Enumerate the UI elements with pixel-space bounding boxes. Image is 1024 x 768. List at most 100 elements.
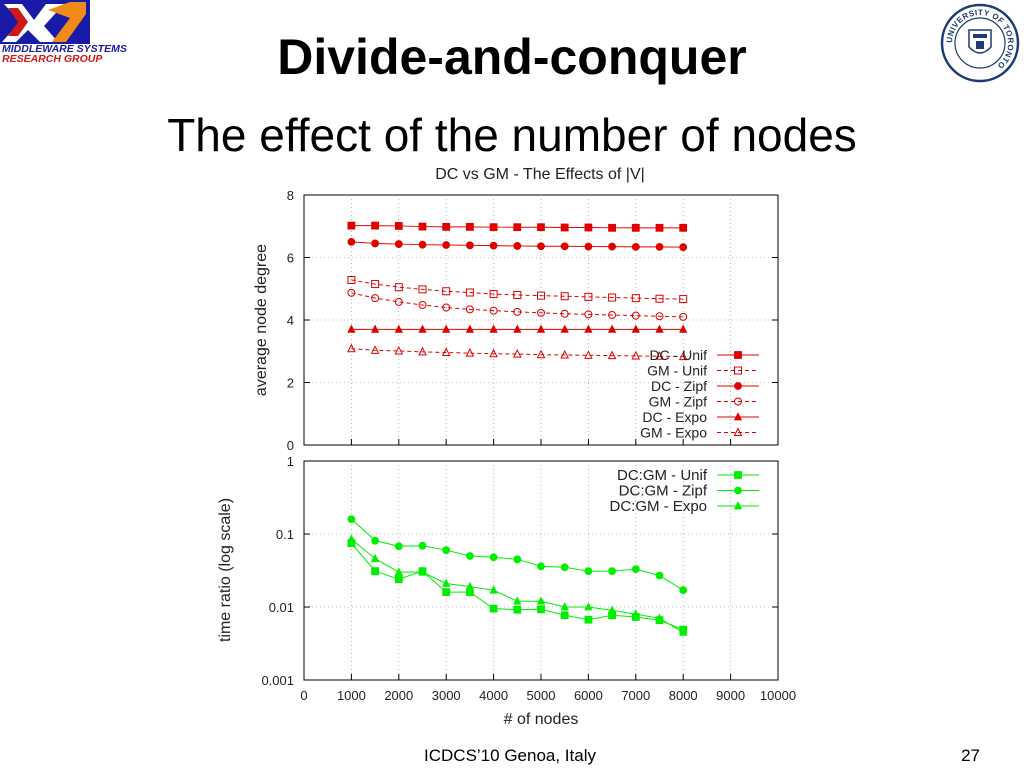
top-data-point	[347, 276, 356, 284]
top-legend-label: DC - Unif	[649, 347, 707, 363]
top-data-point	[465, 288, 474, 297]
top-data-point	[537, 223, 545, 232]
top-data-point	[512, 348, 522, 358]
top-y-axis-label: average node degree	[253, 244, 270, 396]
top-data-point	[607, 350, 617, 360]
bottom-data-point	[370, 553, 380, 563]
bottom-series	[347, 515, 688, 595]
bottom-legend-marker	[734, 471, 742, 479]
top-data-point	[560, 324, 569, 333]
x-tick-label: 0	[300, 688, 307, 703]
bottom-data-point	[394, 542, 403, 551]
bottom-data-point	[371, 536, 380, 545]
bottom-legend-marker	[734, 486, 742, 495]
bottom-data-point	[513, 596, 522, 605]
bottom-data-point	[608, 567, 616, 576]
top-series	[347, 324, 688, 333]
top-data-point	[347, 288, 356, 297]
top-data-point	[631, 350, 641, 360]
top-data-point	[489, 241, 498, 250]
top-data-point	[513, 324, 522, 333]
top-data-point	[584, 324, 593, 333]
top-data-point	[442, 303, 451, 312]
top-y-tick-label: 4	[287, 313, 294, 328]
bottom-y-tick-label: 1	[287, 454, 294, 469]
top-data-point	[394, 297, 403, 306]
bottom-data-point	[489, 553, 498, 562]
top-legend-marker	[734, 351, 742, 359]
top-data-point	[655, 223, 664, 232]
top-data-point	[465, 305, 474, 314]
top-data-point	[513, 307, 522, 316]
top-y-tick-label: 0	[287, 438, 294, 453]
top-data-point	[371, 280, 380, 289]
top-data-point	[560, 223, 569, 232]
top-data-point	[489, 290, 498, 299]
top-data-point	[608, 242, 616, 251]
bottom-data-point	[347, 515, 356, 523]
top-data-point	[371, 221, 380, 230]
top-data-point	[347, 324, 356, 333]
bottom-data-point	[465, 552, 474, 560]
bottom-legend-label: DC:GM - Unif	[617, 467, 708, 484]
top-data-point	[584, 310, 593, 319]
top-data-point	[442, 241, 451, 249]
top-legend-marker	[733, 412, 743, 421]
top-data-point	[442, 324, 451, 333]
top-data-point	[489, 223, 498, 232]
bottom-data-point	[560, 611, 569, 620]
top-data-point	[584, 242, 593, 251]
bottom-data-point	[489, 585, 498, 594]
top-data-point	[489, 324, 498, 333]
top-data-point	[679, 243, 688, 252]
bottom-data-point	[394, 575, 403, 584]
slide-title: Divide-and-conquer	[277, 29, 747, 85]
top-data-point	[584, 350, 593, 359]
bottom-legend-marker	[733, 501, 743, 510]
top-data-point	[631, 294, 640, 303]
top-data-point	[631, 223, 640, 232]
x-tick-label: 8000	[669, 688, 698, 703]
top-data-point	[465, 241, 474, 250]
top-data-point	[631, 324, 640, 333]
top-data-point	[418, 346, 427, 356]
middleware-logo	[0, 0, 90, 44]
top-series	[347, 237, 688, 252]
bottom-data-point	[513, 605, 522, 614]
top-data-point	[608, 223, 616, 232]
top-data-point	[418, 301, 427, 309]
top-data-point	[655, 324, 664, 333]
top-legend-label: GM - Expo	[640, 425, 707, 441]
top-series	[347, 221, 688, 232]
top-data-point	[347, 237, 356, 246]
top-data-point	[631, 242, 640, 251]
bottom-data-point	[394, 567, 403, 576]
bottom-data-point	[607, 605, 617, 614]
x-tick-label: 4000	[479, 688, 508, 703]
x-tick-label: 2000	[384, 688, 413, 703]
bottom-data-point	[537, 562, 545, 571]
top-data-point	[560, 242, 569, 251]
top-data-point	[513, 291, 522, 299]
bottom-series	[347, 534, 688, 636]
top-data-point	[418, 324, 427, 333]
bottom-data-point	[418, 541, 427, 550]
top-data-point	[394, 345, 404, 355]
top-y-tick-label: 6	[287, 251, 294, 266]
bottom-y-axis-label: time ratio (log scale)	[217, 498, 234, 642]
top-data-point	[560, 309, 569, 318]
top-data-point	[584, 292, 593, 301]
top-data-point	[394, 324, 403, 333]
top-data-point	[418, 240, 427, 249]
university-seal: UNIVERSITY OF TORONTO	[940, 3, 1020, 83]
top-y-tick-label: 2	[287, 376, 294, 391]
bottom-data-point	[418, 567, 427, 576]
top-legend-marker	[734, 366, 742, 375]
bottom-y-tick-label: 0.1	[276, 527, 294, 542]
top-legend-marker	[734, 397, 742, 406]
group-name-line2: RESEARCH GROUP	[2, 53, 103, 65]
top-data-point	[465, 222, 474, 231]
x-tick-label: 3000	[432, 688, 461, 703]
bottom-data-point	[442, 578, 451, 587]
